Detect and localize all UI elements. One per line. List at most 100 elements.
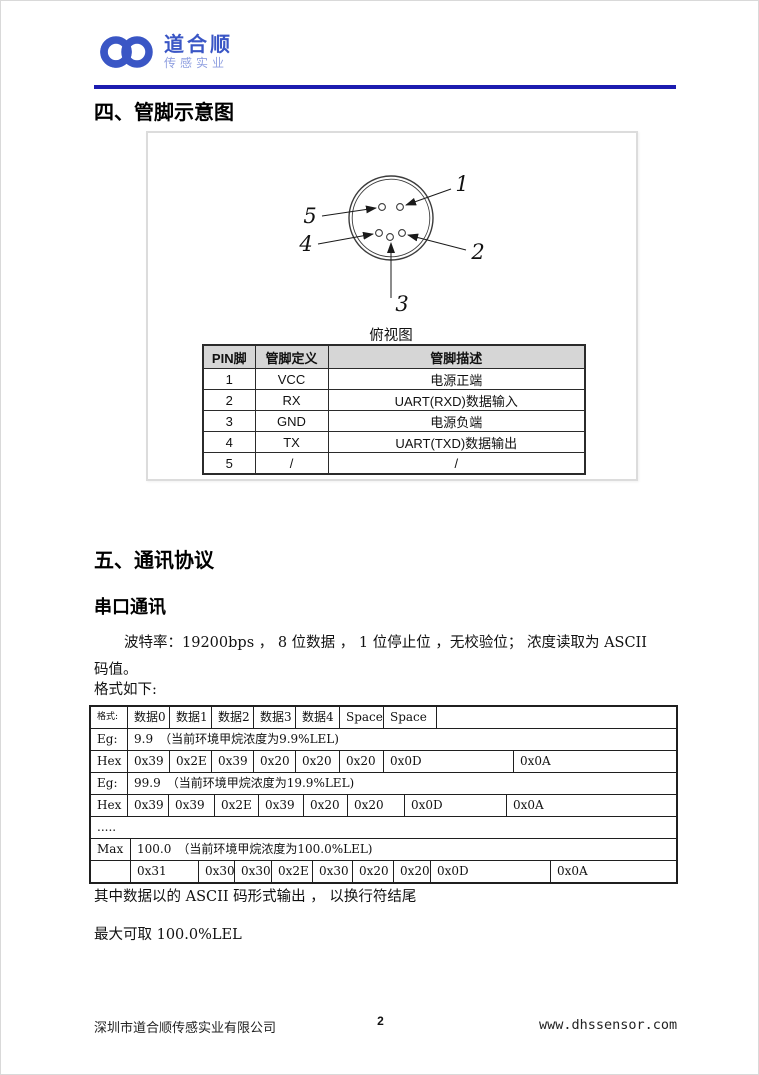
format-table-cell: 0x30 bbox=[199, 861, 235, 882]
pin-label-5: 5 bbox=[303, 204, 316, 228]
format-table-cell: Eg: bbox=[91, 773, 128, 794]
pin-diagram-figure: 1 5 4 2 3 俯视图 PIN脚 管脚定义 管脚描述 1 VCC 电源正端 2 RX UAR… bbox=[146, 131, 638, 481]
pin-4 bbox=[375, 229, 383, 237]
format-table-cell: 0x30 bbox=[235, 861, 272, 882]
ascii-note: 其中数据以的 ASCII 码形式输出 ， 以换行符结尾 bbox=[94, 889, 417, 905]
pin-table-cell: TX bbox=[254, 431, 329, 453]
format-table-cell: 数据3 bbox=[254, 707, 296, 728]
format-table-cell: 0x0D bbox=[431, 861, 551, 882]
header-divider bbox=[94, 85, 676, 89]
format-table-cell: 0x39 bbox=[259, 795, 304, 816]
format-table: 格式: 数据0 数据1 数据2 数据3 数据4 Space Space Eg: 9.9 （当前环境… bbox=[89, 705, 678, 884]
pin-label-4: 4 bbox=[298, 232, 312, 256]
format-table-row: Hex 0x39 0x2E 0x39 0x20 0x20 0x20 0x0D 0x0A bbox=[91, 751, 676, 773]
pin-table-header-row: PIN脚 管脚定义 管脚描述 bbox=[202, 344, 586, 369]
format-table-cell: 0x39 bbox=[212, 751, 254, 772]
format-table-cell: Max bbox=[91, 839, 131, 860]
format-table-cell: 0x2E bbox=[272, 861, 313, 882]
company-logo: 道合顺 传感实业 bbox=[99, 31, 233, 73]
format-table-cell: 100.0 （当前环境甲烷浓度为100.0%LEL) bbox=[137, 842, 373, 856]
pin-table-row: 1 VCC 电源正端 bbox=[202, 368, 586, 390]
format-table-cell: 0x0D bbox=[405, 795, 507, 816]
format-table-cell: 格式: bbox=[91, 707, 128, 728]
format-table-cell: 0x20 bbox=[296, 751, 340, 772]
format-table-cell: 0x2E bbox=[170, 751, 212, 772]
paragraph-line-2: 码值。 bbox=[94, 662, 138, 678]
pin-1 bbox=[396, 203, 404, 211]
format-table-cell: 0x20 bbox=[394, 861, 431, 882]
footer-website: www.dhssensor.com bbox=[539, 1017, 678, 1033]
pin-table-row: 4 TX UART(TXD)数据输出 bbox=[202, 431, 586, 453]
pin-table-cell: / bbox=[327, 452, 586, 475]
pin-table-header-cell: PIN脚 bbox=[202, 344, 256, 369]
format-table-cell: 数据1 bbox=[170, 707, 212, 728]
max-value-note: 最大可取 100.0%LEL bbox=[94, 927, 242, 943]
format-table-cell: 0x20 bbox=[254, 751, 296, 772]
pin-table-cell: GND bbox=[254, 410, 329, 432]
format-table-cell bbox=[91, 861, 131, 882]
logo-subtitle: 传感实业 bbox=[164, 55, 229, 70]
format-table-cell: 0x20 bbox=[340, 751, 384, 772]
footer-page-number: 2 bbox=[377, 1014, 384, 1028]
paragraph-line-1: 波特率：19200bps ， 8 位数据 ， 1 位停止位 ，无校验位； 浓度读… bbox=[124, 635, 648, 651]
format-table-row: 0x31 0x30 0x30 0x2E 0x30 0x20 0x20 0x0D 0x0A bbox=[91, 861, 676, 882]
format-table-cell: 0x2E bbox=[215, 795, 259, 816]
format-table-cell: 数据2 bbox=[212, 707, 254, 728]
pin-table-cell: UART(RXD)数据输入 bbox=[327, 389, 586, 411]
format-table-cell: 0x39 bbox=[169, 795, 215, 816]
pin-label-1: 1 bbox=[455, 172, 468, 196]
logo-text: 道合顺 传感实业 bbox=[164, 34, 233, 71]
format-table-cell: 0x20 bbox=[353, 861, 394, 882]
pin-table-cell: 5 bbox=[202, 452, 256, 475]
format-table-cell: Space bbox=[340, 707, 384, 728]
pin-table-cell: RX bbox=[254, 389, 329, 411]
format-table-cell: Eg: bbox=[91, 729, 128, 750]
format-table-cell bbox=[437, 707, 676, 728]
pin-table-cell: 电源正端 bbox=[327, 368, 586, 390]
logo-rings-icon bbox=[100, 36, 153, 68]
pin-label-2: 2 bbox=[470, 240, 484, 264]
pin-table-cell: UART(TXD)数据输出 bbox=[327, 431, 586, 453]
footer-company: 深圳市道合顺传感实业有限公司 bbox=[94, 1021, 277, 1036]
serial-settings-paragraph: 波特率：19200bps ， 8 位数据 ， 1 位停止位 ，无校验位； 浓度读… bbox=[94, 630, 676, 684]
format-table-cell: 0x20 bbox=[348, 795, 405, 816]
format-table-cell: Hex bbox=[91, 751, 128, 772]
pin-table-cell: VCC bbox=[254, 368, 329, 390]
format-table-cell: 0x30 bbox=[313, 861, 353, 882]
format-table-row: 格式: 数据0 数据1 数据2 数据3 数据4 Space Space bbox=[91, 707, 676, 729]
format-table-row: Max 100.0 （当前环境甲烷浓度为100.0%LEL) bbox=[91, 839, 676, 861]
pin-table-row: 5// bbox=[202, 452, 586, 475]
format-table-row: ..... bbox=[91, 817, 676, 839]
format-table-cell: 99.9 （当前环境甲烷浓度为19.9%LEL) bbox=[134, 776, 355, 790]
pin-2 bbox=[398, 229, 406, 237]
format-label: 格式如下: bbox=[94, 682, 157, 698]
pin-3 bbox=[386, 233, 394, 241]
format-table-cell: 0x39 bbox=[128, 795, 169, 816]
format-table-cell: Space bbox=[384, 707, 437, 728]
pin-table-row: 2 RX UART(RXD)数据输入 bbox=[202, 389, 586, 411]
pin-table-cell: 电源负端 bbox=[327, 410, 586, 432]
format-table-cell: 0x20 bbox=[304, 795, 348, 816]
subsection-title-serial: 串口通讯 bbox=[94, 597, 166, 617]
format-table-cell: 0x0A bbox=[513, 798, 544, 812]
pin-label-3: 3 bbox=[395, 292, 408, 316]
format-table-cell: Hex bbox=[91, 795, 128, 816]
format-table-cell: 0x0D bbox=[384, 751, 514, 772]
pin-table-cell: / bbox=[254, 452, 329, 475]
format-table-cell: 数据0 bbox=[128, 707, 170, 728]
format-table-row: Eg: 99.9 （当前环境甲烷浓度为19.9%LEL) bbox=[91, 773, 676, 795]
format-table-cell: 0x39 bbox=[128, 751, 170, 772]
pin-table-row: 3 GND 电源负端 bbox=[202, 410, 586, 432]
figure-caption: 俯视图 bbox=[369, 328, 413, 344]
pin-table-cell: 3 bbox=[202, 410, 256, 432]
format-table-row: Eg: 9.9 （当前环境甲烷浓度为9.9%LEL) bbox=[91, 729, 676, 751]
section-title-protocol: 五、通讯协议 bbox=[94, 550, 214, 572]
format-table-row: Hex 0x39 0x39 0x2E 0x39 0x20 0x20 0x0D 0x0A bbox=[91, 795, 676, 817]
pin-table-header-cell: 管脚定义 bbox=[254, 344, 329, 369]
pin-table-cell: 2 bbox=[202, 389, 256, 411]
format-table-cell: 0x0A bbox=[520, 754, 551, 768]
format-table-cell: 数据4 bbox=[296, 707, 340, 728]
format-table-cell: 0x0A bbox=[557, 864, 588, 878]
format-table-cell: 9.9 （当前环境甲烷浓度为9.9%LEL) bbox=[134, 732, 339, 746]
